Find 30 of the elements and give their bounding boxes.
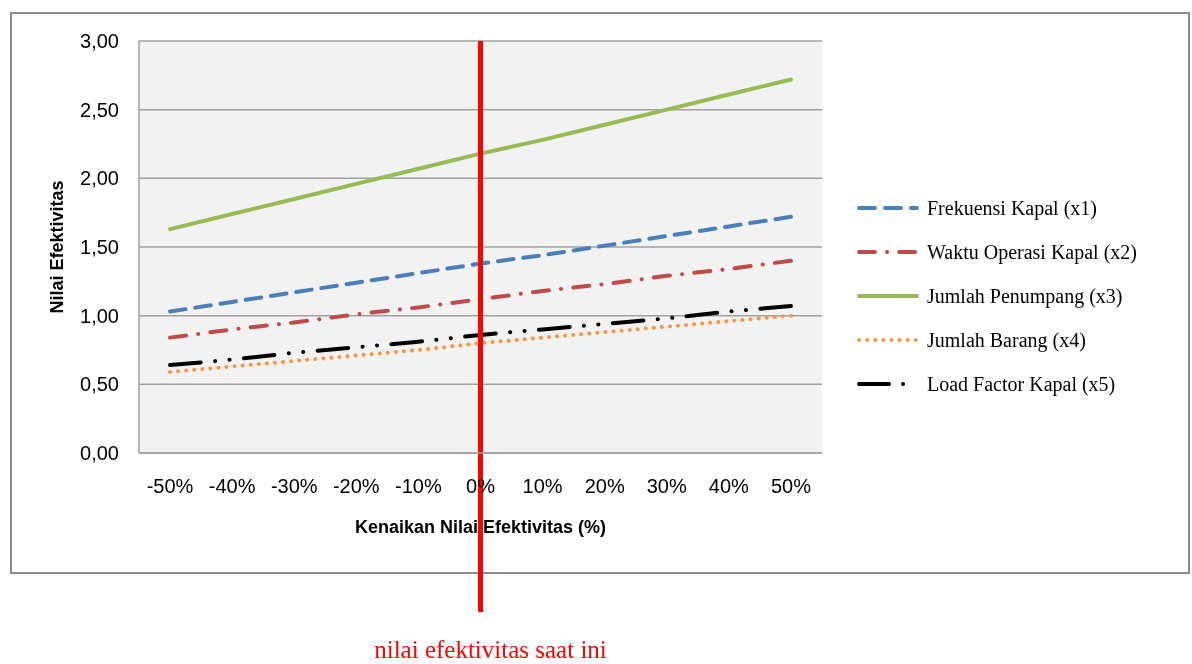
y-tick-label: 3,00 [80, 30, 119, 53]
y-tick-label: 0,50 [80, 373, 119, 396]
line-series [168, 313, 793, 374]
y-axis-title: Nilai Efektivitas [47, 180, 67, 314]
x-tick-label: 50% [770, 475, 812, 498]
x-tick-label: -10% [395, 475, 442, 498]
x-tick-label: -50% [146, 475, 194, 498]
line-series [168, 77, 793, 232]
ref-line-label: nilai efektivitas saat ini [374, 636, 607, 663]
x-tick-label: 20% [584, 475, 625, 498]
y-tick-label: 2,50 [80, 98, 119, 121]
x-tick-label: 40% [708, 475, 750, 498]
line-series [168, 258, 793, 340]
x-axis-title: Kenaikan Nilai Efektivitas (%) [354, 517, 607, 537]
legend-label: Jumlah Barang (x4) [927, 328, 1086, 352]
x-tick-label: -30% [270, 475, 318, 498]
line-series [168, 304, 793, 368]
x-tick-label: -20% [332, 475, 380, 498]
x-tick-label: 10% [522, 475, 563, 498]
legend-label: Load Factor Kapal (x5) [927, 372, 1116, 396]
y-tick-label: 1,50 [80, 236, 119, 259]
legend-label: Frekuensi Kapal (x1) [927, 196, 1097, 220]
legend-label: Waktu Operasi Kapal (x2) [927, 240, 1137, 264]
legend-label: Jumlah Penumpang (x3) [927, 284, 1123, 308]
x-tick-label: -40% [208, 475, 256, 498]
y-tick-label: 0,00 [80, 442, 119, 465]
y-tick-label: 1,00 [80, 304, 119, 327]
y-tick-label: 2,00 [80, 167, 119, 190]
line-series [168, 214, 793, 314]
x-tick-label: 30% [646, 475, 687, 498]
